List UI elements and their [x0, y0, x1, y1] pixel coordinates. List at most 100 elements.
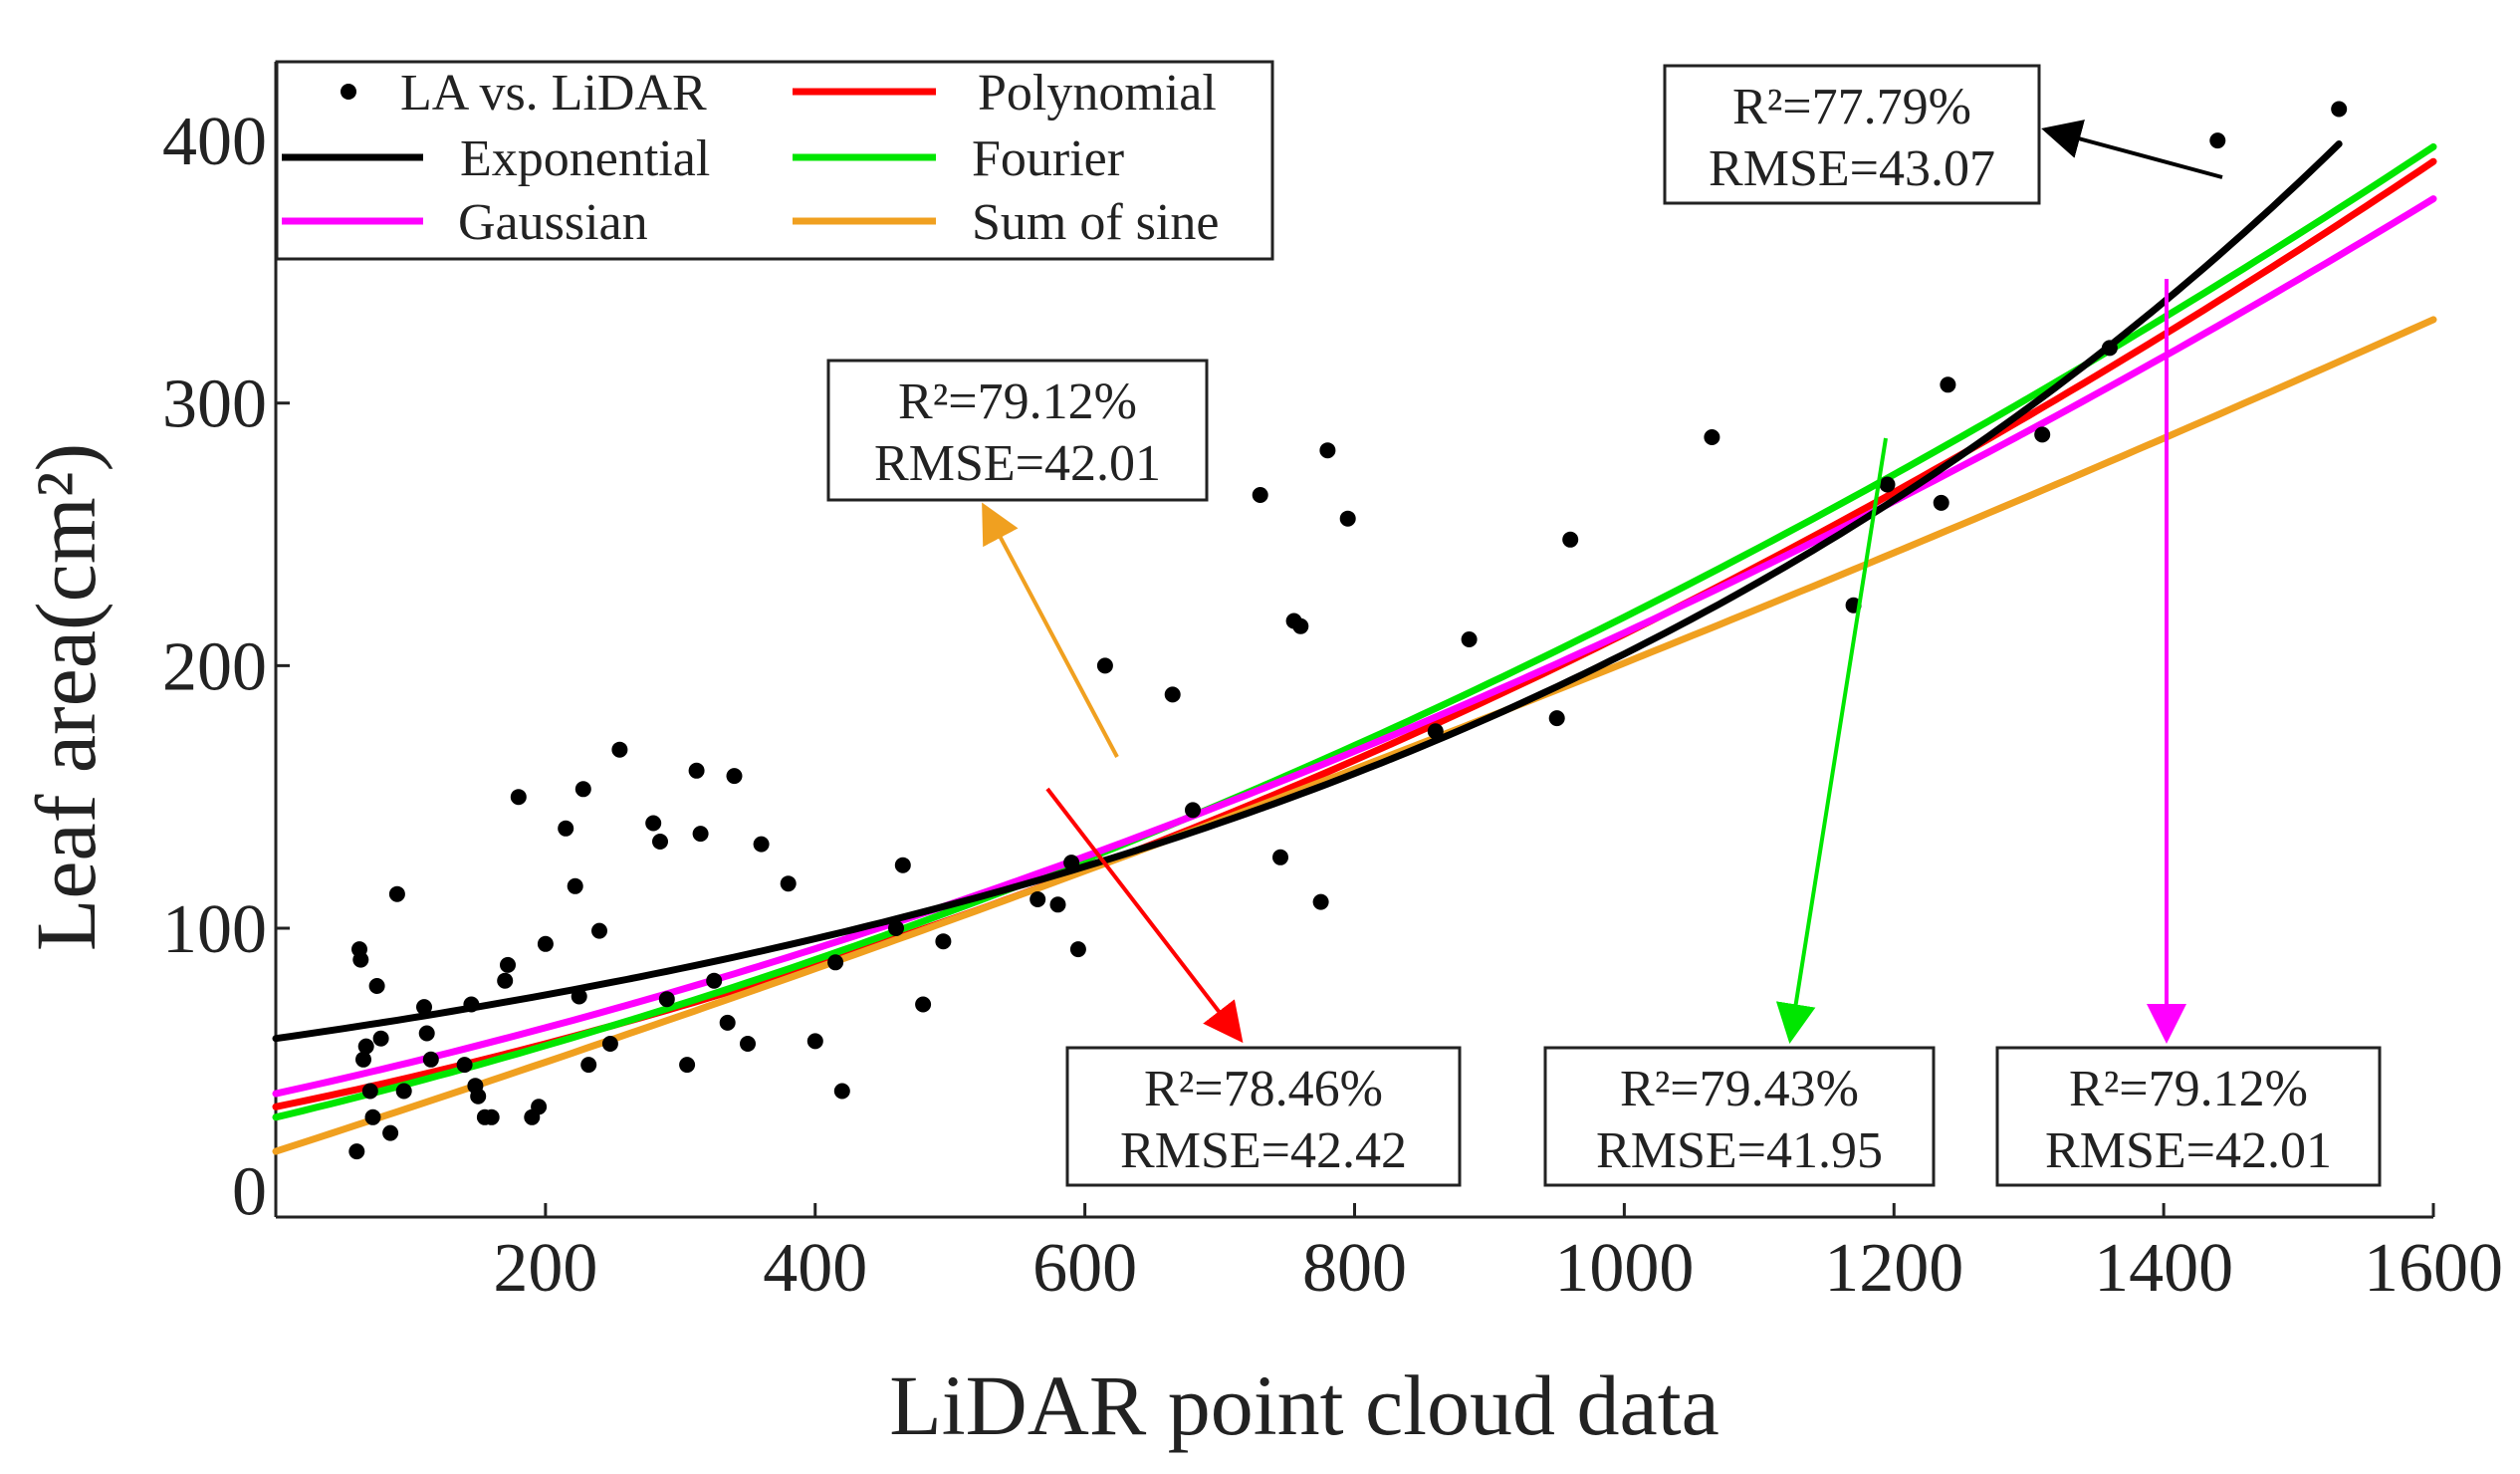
y-tick-label: 400 [162, 104, 267, 180]
x-axis-title: LiDAR point cloud data [889, 1357, 1719, 1453]
data-point [1562, 531, 1579, 548]
data-point [888, 920, 904, 936]
x-tick-label: 1200 [1824, 1230, 1963, 1307]
data-point [1292, 617, 1309, 634]
data-point [591, 922, 607, 939]
annotation-arrow-exponential [2041, 120, 2223, 179]
data-point [1272, 849, 1288, 865]
data-point [719, 1014, 736, 1031]
data-point [456, 1057, 473, 1074]
data-point [726, 768, 743, 785]
data-point [692, 826, 709, 843]
annotation-rmse-sum-of-sine: RMSE=42.01 [874, 435, 1161, 492]
annotation-arrow-polynomial [1045, 787, 1244, 1044]
y-axis-title: Leaf area(cm²) [18, 443, 114, 951]
data-point [348, 1143, 365, 1160]
data-point [833, 1083, 850, 1100]
data-point [1030, 891, 1046, 907]
data-point [611, 741, 628, 758]
curve-sum-of-sine [272, 316, 2437, 1155]
data-point [580, 1057, 597, 1074]
annotation-r2-polynomial: R²=78.46% [1144, 1061, 1383, 1117]
annotation-rmse-fourier: RMSE=41.95 [1596, 1122, 1883, 1179]
data-point [1312, 893, 1329, 910]
data-point [1940, 376, 1956, 393]
annotation-polynomial: R²=78.46% RMSE=42.42 [1045, 787, 1462, 1187]
data-point [2209, 132, 2226, 149]
data-point [1063, 855, 1080, 871]
annotation-r2-sum-of-sine: R²=79.12% [898, 373, 1137, 430]
curve-exponential [272, 140, 2343, 1043]
data-point [1185, 802, 1201, 819]
data-point [1461, 631, 1478, 647]
x-tick-label: 1000 [1554, 1230, 1694, 1307]
data-point [567, 877, 583, 894]
legend-label-polynomial: Polynomial [978, 65, 1217, 122]
x-tick-label: 1600 [2364, 1230, 2503, 1307]
data-point [2331, 101, 2348, 118]
x-tick-label: 600 [1032, 1230, 1137, 1307]
x-ticks: 200 400 600 800 1000 1200 1400 1600 [493, 1203, 2503, 1307]
annotation-sum-of-sine: R²=79.12% RMSE=42.01 [826, 359, 1209, 758]
data-point [388, 885, 405, 902]
fit-curves [272, 140, 2437, 1155]
data-point [1096, 657, 1113, 674]
data-point [1319, 442, 1336, 459]
data-point [652, 834, 668, 850]
data-point [418, 1025, 435, 1042]
data-point [601, 1036, 618, 1052]
x-tick-label: 400 [763, 1230, 867, 1307]
data-point [497, 972, 514, 989]
data-point [1427, 723, 1444, 740]
x-tick-label: 1400 [2094, 1230, 2233, 1307]
y-tick-label: 300 [162, 367, 267, 443]
annotation-rmse-polynomial: RMSE=42.42 [1120, 1122, 1407, 1179]
annotation-box-gaussian [1995, 1046, 2382, 1187]
data-point [894, 857, 911, 873]
data-point [2034, 426, 2051, 443]
data-point [571, 988, 587, 1005]
data-point [1049, 896, 1066, 913]
data-point [1879, 476, 1896, 493]
data-point [357, 1038, 374, 1055]
annotation-r2-exponential: R²=77.79% [1732, 79, 1971, 135]
data-point [806, 1033, 823, 1050]
data-point [780, 875, 797, 892]
annotation-gaussian: R²=79.12% RMSE=42.01 [1995, 279, 2382, 1187]
data-point [382, 1124, 399, 1141]
data-point [368, 978, 385, 994]
annotation-box-polynomial [1065, 1046, 1462, 1187]
data-point [1704, 429, 1720, 445]
y-tick-label: 100 [162, 891, 267, 968]
data-point [688, 762, 705, 779]
data-point [416, 999, 432, 1016]
data-point [827, 954, 844, 971]
annotation-r2-fourier: R²=79.43% [1620, 1061, 1859, 1117]
data-point [500, 956, 516, 973]
legend-label-fourier: Fourier [972, 130, 1124, 187]
annotation-rmse-exponential: RMSE=43.07 [1709, 140, 1995, 197]
curve-polynomial [272, 157, 2437, 1110]
x-tick-label: 200 [493, 1230, 597, 1307]
y-tick-label: 0 [232, 1154, 267, 1231]
data-point [740, 1036, 756, 1052]
data-point [574, 781, 591, 798]
y-tick-label: 200 [162, 628, 267, 705]
data-point [463, 996, 480, 1013]
data-point [1548, 710, 1565, 727]
legend-label-points: LA vs. LiDAR [400, 65, 707, 122]
data-point [1933, 494, 1949, 511]
legend-label-sum-of-sine: Sum of sine [972, 194, 1219, 251]
annotation-box-exponential [1663, 64, 2041, 205]
annotation-exponential: R²=77.79% RMSE=43.07 [1663, 64, 2223, 205]
annotation-fourier: R²=79.43% RMSE=41.95 [1543, 437, 1936, 1187]
annotation-box-sum-of-sine [826, 359, 1209, 502]
data-point [470, 1088, 487, 1105]
data-point [1164, 686, 1181, 703]
data-point [364, 1108, 381, 1125]
data-point [422, 1051, 439, 1068]
legend-label-exponential: Exponential [460, 130, 710, 187]
data-point [537, 935, 554, 952]
data-point [510, 789, 527, 806]
y-ticks: 0 100 200 300 400 [162, 104, 290, 1231]
